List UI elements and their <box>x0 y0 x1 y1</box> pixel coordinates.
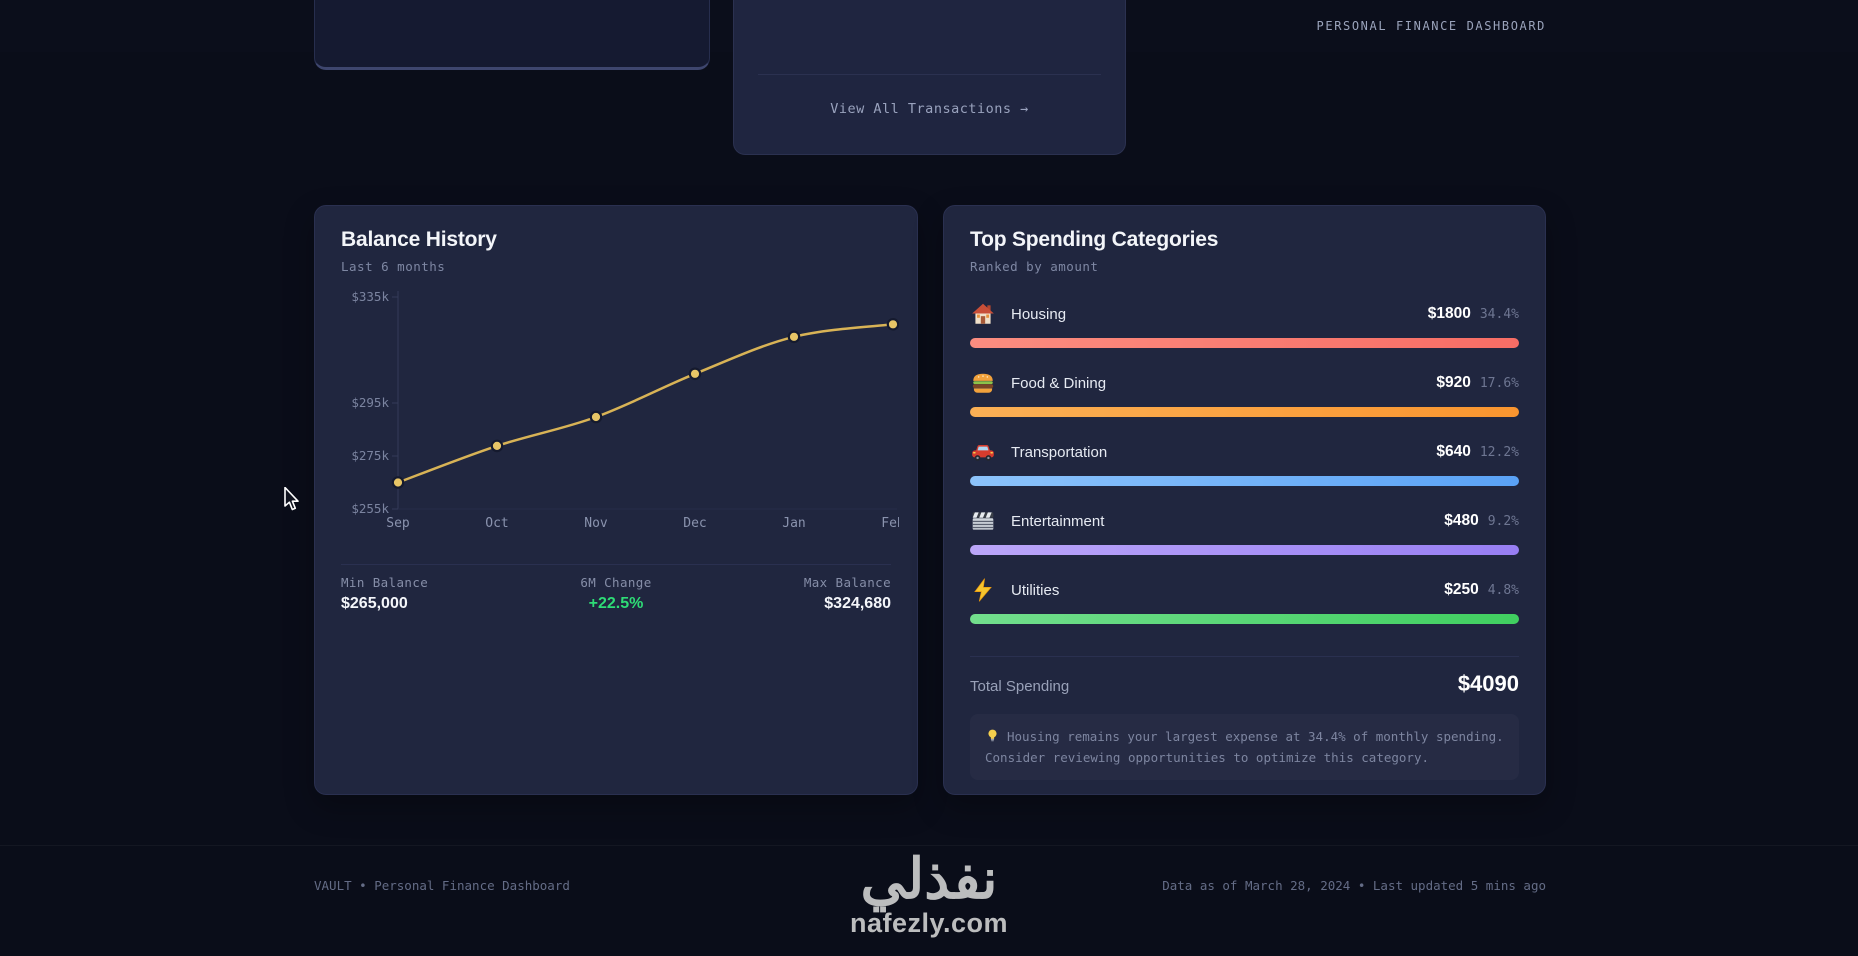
clapperboard-icon <box>972 512 994 530</box>
category-percent: 4.8% <box>1487 582 1519 598</box>
category-bar-utilities <box>970 614 1519 624</box>
svg-text:Feb: Feb <box>881 516 899 531</box>
view-all-transactions-link[interactable]: View All Transactions → <box>830 101 1029 117</box>
balance-stats-row: Min Balance $265,000 6M Change +22.5% Ma… <box>341 575 891 613</box>
category-name: Entertainment <box>1011 512 1105 530</box>
category-name: Food & Dining <box>1011 374 1107 392</box>
category-amount: $920 <box>1436 374 1471 391</box>
balance-history-card: Balance History Last 6 months $335k $295k… <box>314 205 918 795</box>
stat-6m-change: 6M Change +22.5% <box>580 575 652 612</box>
top-spending-card: Top Spending Categories Ranked by amount… <box>943 205 1546 795</box>
category-bar-transportation <box>970 476 1519 486</box>
svg-text:$335k: $335k <box>351 289 389 304</box>
footer-updated-text: Data as of March 28, 2024 • Last updated… <box>1162 878 1546 893</box>
car-icon <box>972 444 994 461</box>
svg-text:$255k: $255k <box>351 501 389 516</box>
svg-text:Nov: Nov <box>584 516 608 531</box>
burger-icon <box>972 373 994 393</box>
page-footer: VAULT • Personal Finance Dashboard Data … <box>0 845 1858 956</box>
lightbulb-icon <box>988 729 997 742</box>
stat-min-balance: Min Balance $265,000 <box>341 575 429 612</box>
mouse-cursor <box>284 487 299 511</box>
divider <box>341 564 891 565</box>
category-bar-food <box>970 407 1519 417</box>
svg-text:Sep: Sep <box>386 516 410 531</box>
watermark-url: nafezly.com <box>849 908 1009 938</box>
app-subtitle: PERSONAL FINANCE DASHBOARD <box>1316 19 1546 33</box>
total-spending-label: Total Spending <box>970 678 1070 695</box>
category-percent: 9.2% <box>1487 513 1519 529</box>
svg-text:$275k: $275k <box>351 448 389 463</box>
category-percent: 17.6% <box>1479 375 1519 391</box>
category-bar-housing <box>970 338 1519 348</box>
spending-tip-text: Housing remains your largest expense at … <box>985 729 1504 765</box>
total-spending-value: $4090 <box>1457 671 1519 696</box>
category-row-transportation: Transportation $640 12.2% <box>970 439 1519 486</box>
main-cards-row: Balance History Last 6 months $335k $295k… <box>314 205 1546 795</box>
category-percent: 12.2% <box>1479 444 1519 460</box>
category-row-food: Food & Dining $920 17.6% <box>970 370 1519 417</box>
category-name: Transportation <box>1011 443 1108 461</box>
category-row-entertainment: Entertainment $480 9.2% <box>970 508 1519 555</box>
category-amount: $480 <box>1444 512 1479 529</box>
svg-text:Dec: Dec <box>683 516 706 531</box>
category-name: Utilities <box>1011 581 1060 599</box>
spending-tip: Housing remains your largest expense at … <box>970 714 1519 780</box>
category-amount: $1800 <box>1427 305 1471 322</box>
category-bar-entertainment <box>970 545 1519 555</box>
category-row-utilities: Utilities $250 4.8% <box>970 577 1519 624</box>
spending-card-subtitle: Ranked by amount <box>970 259 1099 274</box>
svg-text:Oct: Oct <box>485 516 508 531</box>
divider <box>970 656 1519 657</box>
partial-card-top-left <box>314 0 710 70</box>
watermark: نفذلي nafezly.com <box>0 848 1858 939</box>
divider <box>758 74 1101 75</box>
footer-brand-text: VAULT • Personal Finance Dashboard <box>314 878 570 893</box>
watermark-arabic: نفذلي <box>860 847 998 910</box>
lightning-icon <box>974 578 992 602</box>
category-amount: $640 <box>1436 443 1471 460</box>
recent-transactions-card: View All Transactions → <box>733 0 1126 155</box>
category-percent: 34.4% <box>1479 306 1519 322</box>
svg-text:$295k: $295k <box>351 395 389 410</box>
category-name: Housing <box>1011 305 1067 323</box>
svg-text:Jan: Jan <box>782 516 805 531</box>
category-row-housing: Housing $1800 34.4% <box>970 301 1519 348</box>
stat-max-balance: Max Balance $324,680 <box>803 575 891 612</box>
spending-card-title: Top Spending Categories <box>970 228 1219 251</box>
category-list: Housing $1800 34.4% Food & Dining <box>970 301 1519 624</box>
category-amount: $250 <box>1444 581 1479 598</box>
balance-card-subtitle: Last 6 months <box>341 259 446 274</box>
house-icon <box>972 303 994 324</box>
balance-card-title: Balance History <box>341 228 497 251</box>
total-spending-row: Total Spending $4090 <box>970 671 1519 697</box>
